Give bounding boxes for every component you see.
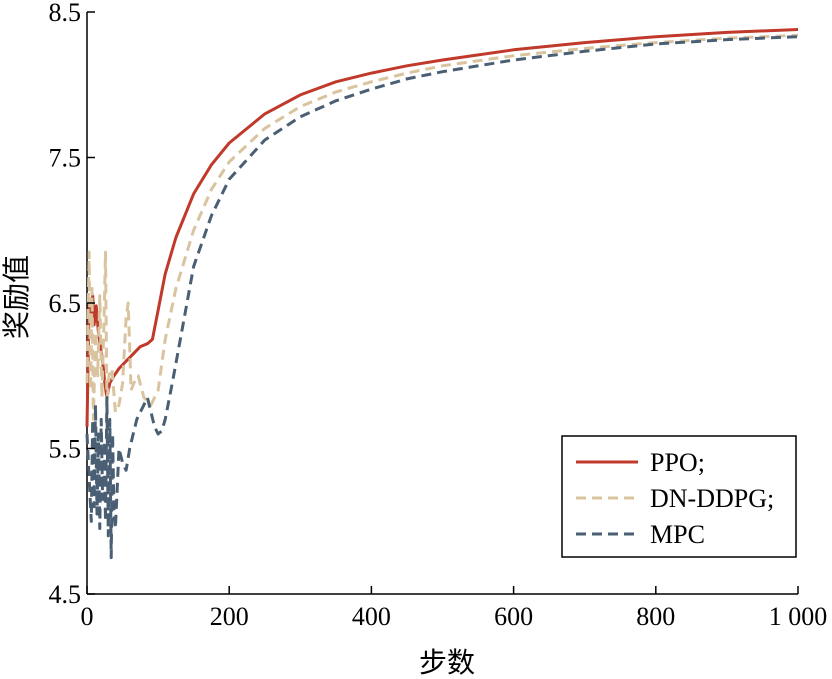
x-tick-label: 0 (81, 602, 94, 631)
legend-label: MPC (650, 520, 705, 549)
series-line-dn-ddpg (85, 33, 799, 421)
series-lines (85, 28, 799, 560)
x-tick-label: 600 (494, 602, 533, 631)
y-tick-label: 8.5 (49, 0, 82, 27)
x-tick-label: 1 000 (769, 602, 828, 631)
x-tick-label: 200 (210, 602, 249, 631)
legend-label: PPO; (650, 448, 705, 477)
y-tick-label: 4.5 (49, 580, 82, 609)
x-tick-label: 800 (636, 602, 675, 631)
y-tick-label: 5.5 (49, 435, 82, 464)
x-axis-label: 步数 (419, 647, 475, 679)
y-axis-label: 奖励值 (1, 255, 33, 339)
y-tick-label: 7.5 (49, 144, 82, 173)
legend-label: DN-DDPG; (650, 484, 774, 513)
x-tick-label: 400 (352, 602, 391, 631)
y-tick-label: 6.5 (49, 289, 82, 318)
series-line-mpc (85, 35, 799, 560)
x-axis-ticks: 0 200 400 600 800 1 000 (81, 586, 828, 631)
y-axis-ticks: 4.5 5.5 6.5 7.5 8.5 (49, 0, 95, 609)
legend: PPO; DN-DDPG; MPC (561, 435, 797, 558)
